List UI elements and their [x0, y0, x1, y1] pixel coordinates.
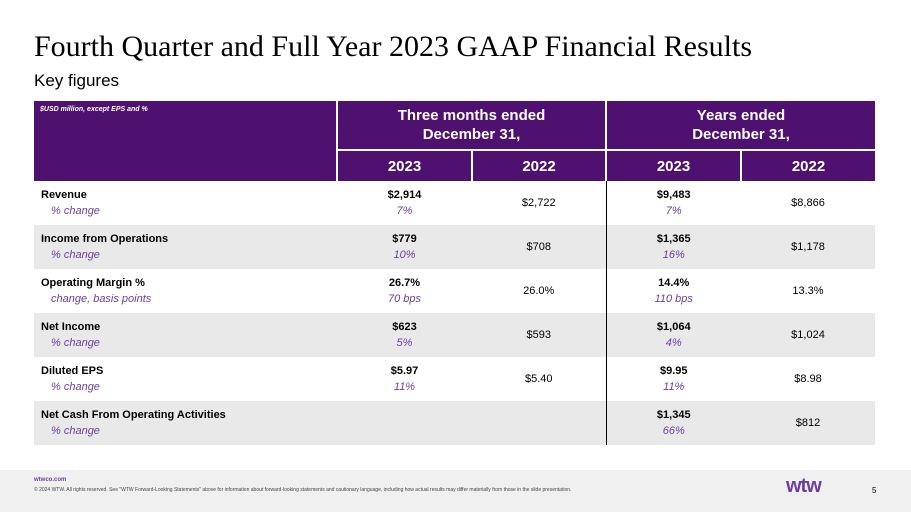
q-2022-value: $2,722 [472, 181, 607, 225]
table-row: Revenue % change $2,914 7% $2,722 $9,483 7%… [34, 181, 875, 225]
q-2022-value: $593 [472, 313, 607, 357]
y-2023-value: $9.95 [659, 365, 688, 377]
q-2023-value: $623 [392, 321, 417, 333]
q-change-value: 7% [396, 205, 413, 217]
q-2022-value: 26.0% [472, 269, 607, 313]
y-change-value: 4% [665, 337, 682, 349]
row-label: Diluted EPS [41, 365, 104, 377]
row-sublabel: % change [51, 381, 100, 393]
table-row: Net Cash From Operating Activities % chan… [34, 401, 875, 445]
header-years: Years ended December 31, [605, 101, 875, 150]
q-2023-value: $779 [392, 233, 417, 245]
q-change-value: 70 bps [387, 293, 422, 305]
footer-url[interactable]: wtwco.com [34, 477, 67, 483]
header-year: 2022 [471, 149, 606, 181]
y-2023-value: $9,483 [656, 189, 691, 201]
table-row: Net Income% change $623 5% $593 $1,064 4% … [34, 313, 875, 357]
q-change-value: 10% [393, 249, 416, 261]
q-2022-value [472, 401, 607, 445]
header-year: 2023 [605, 149, 741, 181]
y-change-value: 16% [662, 249, 685, 261]
y-change-value: 7% [665, 205, 682, 217]
q-change-value: 11% [393, 381, 416, 393]
y-change-value: 110 bps [654, 293, 693, 305]
y-change-value: 11% [663, 381, 685, 393]
header-year: 2022 [740, 149, 875, 181]
y-2023-value: $1,345 [656, 409, 691, 421]
row-label: Net Income [41, 321, 101, 333]
wtw-logo: wtw [786, 475, 822, 497]
table-row: Diluted EPS % change $5.97 11% $5.40 $9.95… [34, 357, 875, 401]
q-2022-value: $5.40 [472, 357, 607, 401]
row-sublabel: % change [51, 205, 100, 217]
y-2023-value: $1,365 [656, 233, 691, 245]
y-2022-value: $8.98 [794, 373, 822, 385]
row-sublabel: change, basis points [51, 293, 152, 305]
q-2023-value: $5.97 [390, 365, 419, 377]
y-2022-value: $8,866 [791, 197, 825, 209]
page-number: 5 [872, 486, 877, 495]
y-2022-value: $812 [741, 401, 875, 445]
row-label: Income from Operations [41, 233, 169, 245]
y-change-value: 66% [662, 425, 685, 437]
row-sublabel: % change [51, 337, 100, 349]
y-2023-value: $1,064 [656, 321, 691, 333]
q-2023-value: $2,914 [387, 189, 422, 201]
row-label: Net Cash From Operating Activities [41, 409, 226, 421]
slide-footer: wtwco.com © 2024 WTW. All rights reserve… [0, 470, 911, 512]
table-row: Operating Margin % change, basis points 2… [34, 269, 875, 313]
y-2022-value: $1,024 [741, 313, 875, 357]
table-row: Income from Operations % change $779 10% $… [34, 225, 875, 269]
financial-results-table: $USD million, except EPS and % Three mon… [34, 101, 875, 445]
header-three-months: Three months ended December 31, [336, 101, 606, 150]
q-change-value: 5% [396, 337, 413, 349]
unit-note: $USD million, except EPS and % [34, 101, 337, 181]
slide-subtitle: Key figures [34, 71, 120, 90]
q-2023-value: 26.7% [388, 277, 421, 289]
row-label: Operating Margin % [41, 277, 145, 289]
y-2022-value: $1,178 [741, 225, 875, 269]
y-2022-value: 13.3% [792, 285, 824, 297]
row-sublabel: % change [51, 249, 100, 261]
slide-title: Fourth Quarter and Full Year 2023 GAAP F… [34, 30, 753, 63]
row-sublabel: % change [51, 425, 100, 437]
q-2022-value: $708 [472, 225, 607, 269]
y-2023-value: 14.4% [658, 277, 690, 289]
header-year: 2023 [336, 149, 472, 181]
row-label: Revenue [41, 189, 87, 201]
footer-copyright: © 2024 WTW. All rights reserved. See "WT… [34, 487, 572, 493]
